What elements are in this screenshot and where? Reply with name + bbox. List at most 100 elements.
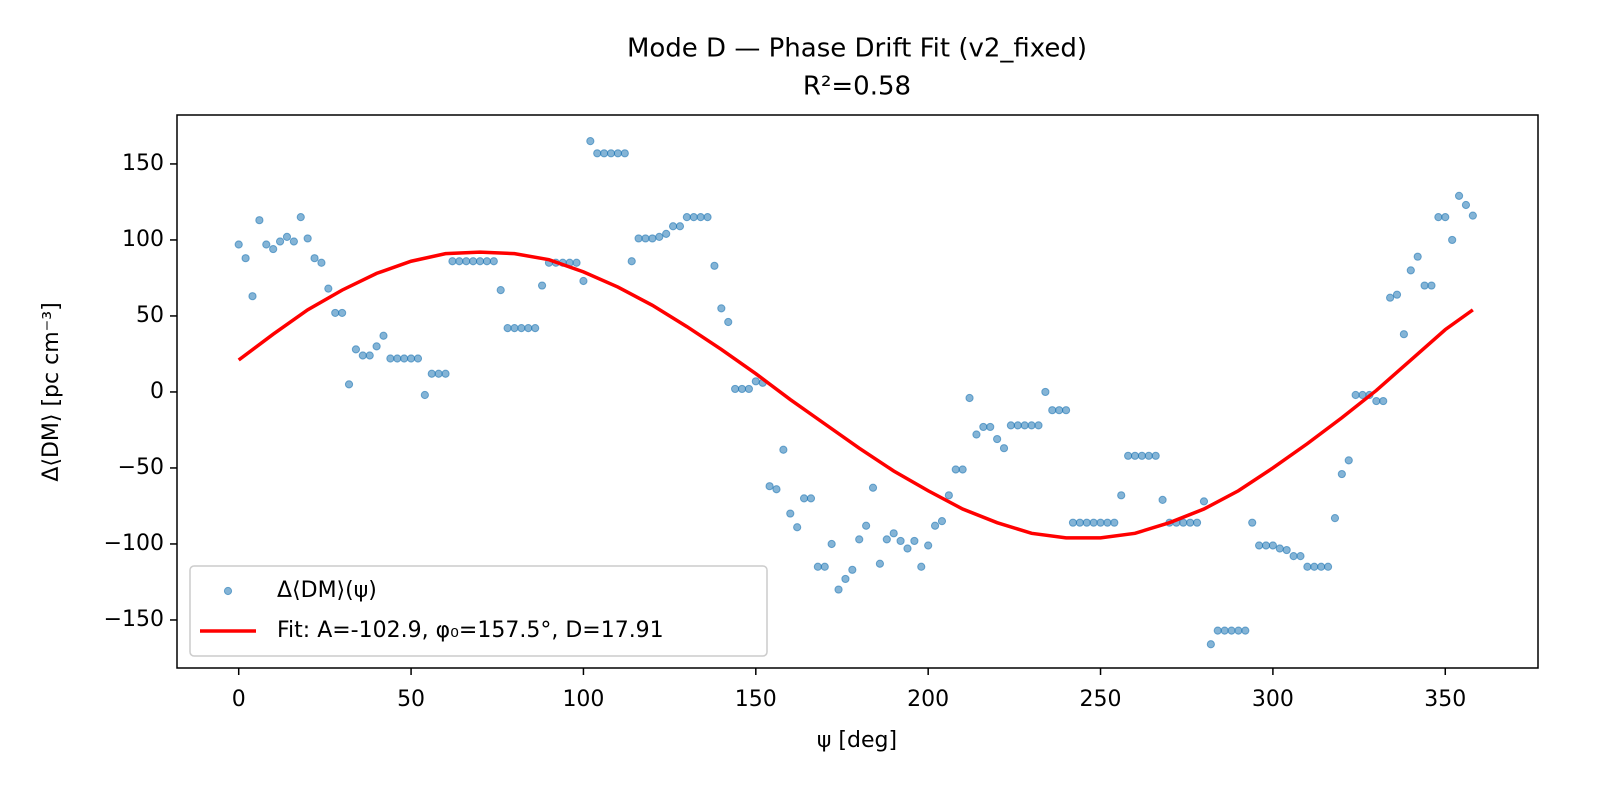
data-point <box>344 380 354 389</box>
data-point <box>317 258 326 267</box>
data-point <box>1186 518 1195 527</box>
data-point <box>310 254 319 263</box>
data-point <box>1289 552 1298 561</box>
data-point <box>537 281 547 290</box>
data-point <box>393 354 402 363</box>
x-tick-label: 200 <box>907 687 949 712</box>
data-point <box>1055 406 1064 415</box>
data-point <box>1296 552 1305 561</box>
y-tick-label: 0 <box>150 379 164 404</box>
data-point <box>1399 330 1408 339</box>
data-point <box>779 445 788 454</box>
data-point <box>1441 213 1450 222</box>
data-point <box>1392 290 1402 299</box>
data-point <box>806 494 816 503</box>
data-point <box>682 213 691 222</box>
data-point <box>1427 281 1436 290</box>
y-tick-label: 50 <box>136 303 164 328</box>
data-point <box>1013 421 1022 430</box>
data-point <box>648 234 657 243</box>
data-point <box>1220 626 1229 635</box>
x-axis-label: ψ [deg] <box>817 728 897 753</box>
data-point <box>579 276 588 286</box>
data-point <box>724 317 733 327</box>
data-point <box>703 213 712 222</box>
x-tick-label: 250 <box>1080 687 1122 712</box>
data-point <box>924 541 933 550</box>
y-tick-label: 100 <box>122 227 164 252</box>
data-point <box>613 149 623 158</box>
data-point <box>489 257 498 266</box>
data-point <box>937 517 947 526</box>
data-point <box>475 257 485 266</box>
data-point <box>1020 421 1029 430</box>
data-point <box>1227 626 1236 635</box>
data-point <box>296 213 305 222</box>
data-point <box>379 331 388 340</box>
data-point <box>1034 421 1043 430</box>
data-point <box>1068 518 1078 527</box>
fit-line <box>237 250 1474 540</box>
data-point <box>951 465 960 474</box>
data-point <box>469 257 478 266</box>
data-point <box>262 240 271 249</box>
data-point <box>338 308 347 318</box>
data-point <box>1179 518 1188 527</box>
data-point <box>1082 518 1091 527</box>
data-point <box>1110 518 1119 527</box>
data-point <box>503 324 512 333</box>
data-point <box>799 494 809 503</box>
y-tick-label: −150 <box>104 607 164 632</box>
data-point <box>303 234 312 243</box>
data-point <box>455 257 464 266</box>
data-point <box>1006 421 1016 430</box>
data-point <box>668 222 678 231</box>
data-point <box>586 137 595 146</box>
data-point <box>1330 514 1340 523</box>
data-point <box>372 342 381 351</box>
data-point <box>510 324 519 333</box>
data-point <box>689 213 698 222</box>
data-point <box>813 562 822 571</box>
data-point <box>1089 518 1098 527</box>
data-point <box>882 535 891 544</box>
legend-box <box>189 565 768 657</box>
data-point <box>1386 293 1395 302</box>
data-point <box>620 149 629 158</box>
data-point <box>662 229 671 238</box>
data-point <box>269 244 278 254</box>
data-point <box>972 430 981 439</box>
data-point <box>1027 421 1036 430</box>
data-point <box>1268 541 1278 550</box>
data-point <box>634 234 643 243</box>
data-point <box>1303 562 1312 571</box>
data-point <box>1241 626 1250 635</box>
data-point <box>772 485 781 494</box>
data-point <box>710 261 719 270</box>
data-point <box>855 535 864 544</box>
data-point <box>448 257 457 266</box>
chart-title: Mode D — Phase Drift Fit (v2_fixed) <box>627 34 1087 64</box>
data-point <box>820 562 829 571</box>
data-point <box>1454 191 1464 200</box>
data-point <box>848 565 857 574</box>
data-point <box>351 345 361 354</box>
data-point <box>627 257 636 266</box>
x-tick-label: 350 <box>1424 687 1466 712</box>
data-point <box>282 232 292 242</box>
x-tick-label: 50 <box>397 687 425 712</box>
data-point <box>979 422 988 432</box>
data-point <box>1420 281 1429 290</box>
data-point <box>1041 387 1050 397</box>
data-point <box>841 574 850 584</box>
data-point <box>827 539 836 549</box>
data-point <box>600 149 609 158</box>
data-point <box>1379 396 1388 406</box>
data-point <box>793 523 802 532</box>
data-point <box>834 585 843 594</box>
data-point <box>234 240 243 249</box>
data-point <box>1117 491 1126 500</box>
data-point <box>765 482 774 491</box>
data-point <box>531 324 540 333</box>
